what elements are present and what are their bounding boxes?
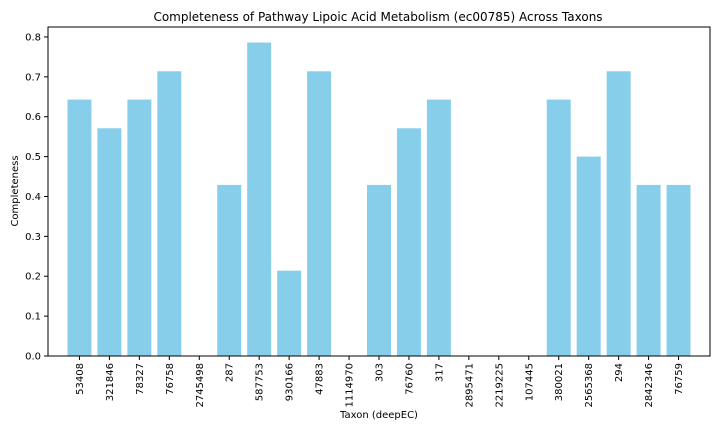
x-tick-label: 76758 xyxy=(165,363,176,395)
x-tick-label: 76760 xyxy=(404,363,415,395)
bar-76760 xyxy=(396,128,421,356)
x-tick-label: 303 xyxy=(375,363,386,382)
bar-287 xyxy=(217,184,242,356)
bar-2565368 xyxy=(576,156,601,356)
x-tick-label: 107445 xyxy=(524,363,535,401)
bar-303 xyxy=(367,184,391,356)
y-tick-label: 0.5 xyxy=(25,152,41,163)
x-axis: 53408 321846 78327 76758 2745498 287 587753 930… xyxy=(75,356,685,408)
y-tick-label: 0.1 xyxy=(25,312,41,323)
chart-title: Completeness of Pathway Lipoic Acid Meta… xyxy=(153,10,602,24)
x-tick-label: 930166 xyxy=(285,363,296,401)
bar-587753 xyxy=(247,42,272,356)
bar-294 xyxy=(606,71,631,357)
y-tick-label: 0.3 xyxy=(25,232,41,243)
x-tick-label: 1114970 xyxy=(345,363,356,408)
x-tick-label: 2842346 xyxy=(644,363,655,408)
x-tick-label: 53408 xyxy=(75,363,86,395)
bar-76759 xyxy=(666,184,691,356)
y-tick-label: 0.6 xyxy=(25,112,41,123)
x-tick-label: 76759 xyxy=(674,363,685,395)
bar-321846 xyxy=(97,128,122,356)
x-tick-label: 78327 xyxy=(135,363,146,395)
x-tick-label: 321846 xyxy=(105,363,116,401)
bar-76758 xyxy=(157,71,182,357)
bar-53408 xyxy=(67,99,92,356)
x-tick-label: 380021 xyxy=(554,363,565,401)
y-tick-label: 0.4 xyxy=(25,192,41,203)
y-tick-label: 0.0 xyxy=(25,352,41,363)
x-tick-label: 294 xyxy=(614,363,625,382)
bar-2842346 xyxy=(636,184,661,356)
x-tick-label: 47883 xyxy=(315,363,326,395)
bar-380021 xyxy=(546,99,571,356)
y-axis-label: Completeness xyxy=(10,155,21,226)
x-tick-label: 587753 xyxy=(255,363,266,401)
bars-group xyxy=(67,42,691,357)
y-tick-label: 0.7 xyxy=(25,72,41,83)
x-tick-label: 2745498 xyxy=(195,363,206,408)
x-tick-label: 287 xyxy=(225,363,236,382)
x-tick-label: 2565368 xyxy=(584,363,595,408)
bar-317 xyxy=(426,99,451,356)
x-axis-label: Taxon (deepEC) xyxy=(339,410,418,421)
y-axis: 0.0 0.1 0.2 0.3 0.4 0.5 0.6 0.7 0.8 xyxy=(25,32,48,363)
x-tick-label: 317 xyxy=(434,363,445,382)
y-tick-label: 0.2 xyxy=(25,272,41,283)
x-tick-label: 2219225 xyxy=(494,363,505,408)
bar-47883 xyxy=(307,71,332,357)
bar-930166 xyxy=(277,270,302,356)
x-tick-label: 2895471 xyxy=(464,363,475,408)
y-tick-label: 0.8 xyxy=(25,32,41,43)
bar-78327 xyxy=(127,99,152,356)
